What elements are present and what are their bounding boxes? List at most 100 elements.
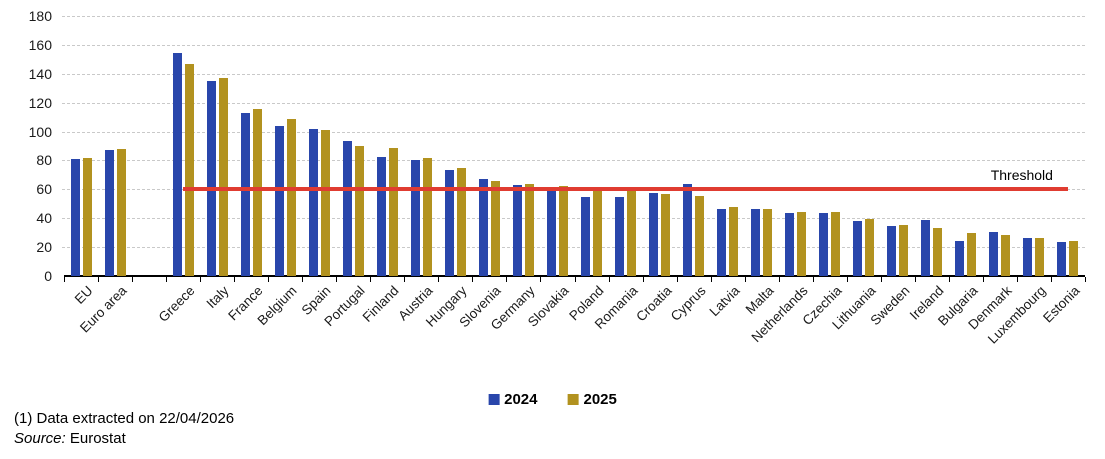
bar-2025-latvia	[729, 207, 739, 276]
y-axis-label-180: 180	[28, 8, 52, 24]
bar-2025-slovenia	[490, 180, 500, 276]
x-axis-tick	[982, 277, 984, 282]
x-axis-tick	[778, 277, 780, 282]
bar-2024-latvia	[717, 208, 727, 276]
x-axis-tick	[370, 277, 372, 282]
bar-2025-cyprus	[695, 195, 705, 276]
x-axis-tick	[914, 277, 916, 282]
x-axis-tick	[812, 277, 814, 282]
bar-2025-sweden	[899, 224, 909, 276]
y-axis-label-40: 40	[36, 210, 52, 227]
bar-2025-portugal	[354, 146, 364, 276]
gridline-180	[62, 16, 1085, 17]
legend-label-2024: 2024	[504, 391, 538, 408]
bar-2024-ireland	[921, 219, 931, 276]
bar-2024-austria	[410, 159, 420, 276]
bar-2024-belgium	[274, 125, 284, 276]
bar-2024-netherlands	[785, 213, 795, 276]
bar-2025-hungary	[456, 167, 466, 276]
bar-2024-sweden	[887, 226, 897, 276]
gridline-20	[62, 247, 1085, 249]
bar-2025-germany	[524, 183, 534, 276]
bar-2024-germany	[512, 185, 522, 276]
x-axis-tick	[880, 277, 882, 282]
legend-swatch-2025-icon	[567, 394, 579, 405]
y-axis-label-20: 20	[36, 239, 52, 256]
x-axis-tick	[404, 277, 406, 282]
y-axis-label-60: 60	[36, 181, 52, 198]
bar-2024-poland	[581, 196, 591, 276]
x-axis-tick	[64, 277, 65, 282]
bar-2025-romania	[627, 188, 637, 276]
bar-2024-finland	[376, 156, 386, 276]
gridline-40	[62, 218, 1085, 220]
x-axis-tick	[132, 277, 134, 282]
bar-2025-italy	[218, 78, 228, 276]
bar-2025-finland	[388, 148, 398, 276]
x-axis-tick	[540, 277, 542, 282]
bar-2025-netherlands	[797, 211, 807, 276]
bar-2024-bulgaria	[955, 241, 965, 276]
chart-legend: 2024 2025	[488, 391, 617, 408]
x-axis-tick	[710, 277, 712, 282]
x-axis-tick	[574, 277, 576, 282]
bar-2025-bulgaria	[967, 233, 977, 276]
x-axis-tick	[1016, 277, 1018, 282]
bar-2024-romania	[615, 196, 625, 276]
bar-2025-eu	[82, 157, 92, 276]
bar-2025-denmark	[1001, 234, 1011, 276]
y-axis-label-0: 0	[44, 268, 52, 284]
legend-label-2025: 2025	[583, 391, 617, 408]
bar-2024-croatia	[649, 192, 659, 276]
bar-2024-slovenia	[478, 179, 488, 276]
x-axis-tick	[744, 277, 746, 282]
chart-footnotes: (1) Data extracted on 22/04/2026 Source:…	[14, 409, 234, 449]
bar-2024-greece	[172, 52, 182, 276]
x-axis-tick	[472, 277, 474, 282]
x-axis-tick	[846, 277, 848, 282]
y-axis-label-120: 120	[28, 94, 52, 111]
bar-2025-croatia	[661, 194, 671, 276]
footnote-source: Source: Eurostat	[14, 429, 234, 449]
bar-2024-hungary	[444, 169, 454, 276]
x-axis-tick	[336, 277, 338, 282]
bar-2024-slovakia	[546, 190, 556, 276]
bar-2025-greece	[184, 64, 194, 276]
bar-2024-estonia	[1057, 242, 1067, 276]
x-axis-line	[64, 275, 1085, 277]
x-axis-tick	[608, 277, 610, 282]
x-axis-tick	[234, 277, 236, 282]
bar-2025-malta	[763, 208, 773, 276]
bar-2025-austria	[422, 158, 432, 276]
legend-item-2025: 2025	[567, 391, 617, 408]
source-value: Eurostat	[69, 430, 126, 447]
x-axis-tick	[200, 277, 202, 282]
gridline-100	[62, 131, 1085, 133]
x-axis-tick	[302, 277, 304, 282]
bar-2025-ireland	[933, 228, 943, 276]
bar-2024-czechia	[819, 213, 829, 276]
bar-2024-denmark	[989, 231, 999, 276]
bar-2025-poland	[593, 188, 603, 276]
legend-swatch-2024-icon	[488, 394, 500, 405]
x-axis-tick	[1085, 277, 1086, 282]
bar-2024-eu	[70, 159, 80, 276]
bar-2024-luxembourg	[1023, 237, 1033, 276]
x-axis-tick	[1050, 277, 1052, 282]
y-axis-label-100: 100	[28, 123, 52, 140]
bar-2025-czechia	[831, 211, 841, 276]
bar-2025-estonia	[1069, 240, 1079, 276]
bar-2024-spain	[308, 128, 318, 276]
bar-2025-belgium	[286, 119, 296, 276]
x-axis-tick	[166, 277, 168, 282]
x-axis-tick	[948, 277, 950, 282]
bar-2024-portugal	[342, 140, 352, 276]
bar-2024-malta	[751, 208, 761, 276]
footnote-data-extracted: (1) Data extracted on 22/04/2026	[14, 410, 235, 427]
x-axis-tick	[98, 277, 100, 282]
x-axis-tick	[268, 277, 270, 282]
x-axis-tick	[506, 277, 508, 282]
bar-2024-france	[240, 112, 250, 276]
bar-2025-slovakia	[558, 186, 568, 276]
y-axis-label-140: 140	[28, 65, 52, 82]
